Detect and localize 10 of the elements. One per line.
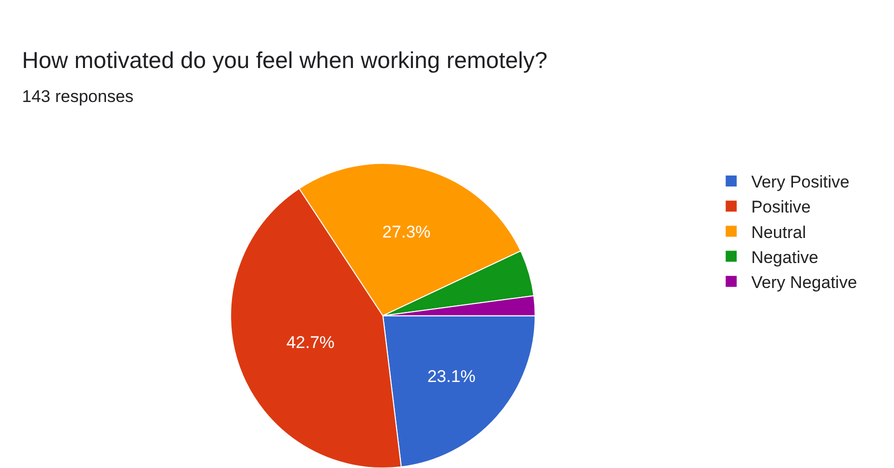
legend-label: Positive	[751, 198, 811, 217]
legend-label: Neutral	[751, 222, 806, 242]
data-label: 42.7%	[286, 332, 335, 352]
chart-title: How motivated do you feel when working remotely?	[22, 47, 548, 73]
data-label: 27.3%	[382, 222, 430, 242]
data-label: 23.1%	[427, 366, 476, 386]
legend-label: Very Positive	[751, 172, 850, 192]
legend-label: Negative	[751, 248, 818, 267]
legend-label: Very Negative	[751, 273, 858, 292]
text: 143 responses	[22, 87, 134, 106]
